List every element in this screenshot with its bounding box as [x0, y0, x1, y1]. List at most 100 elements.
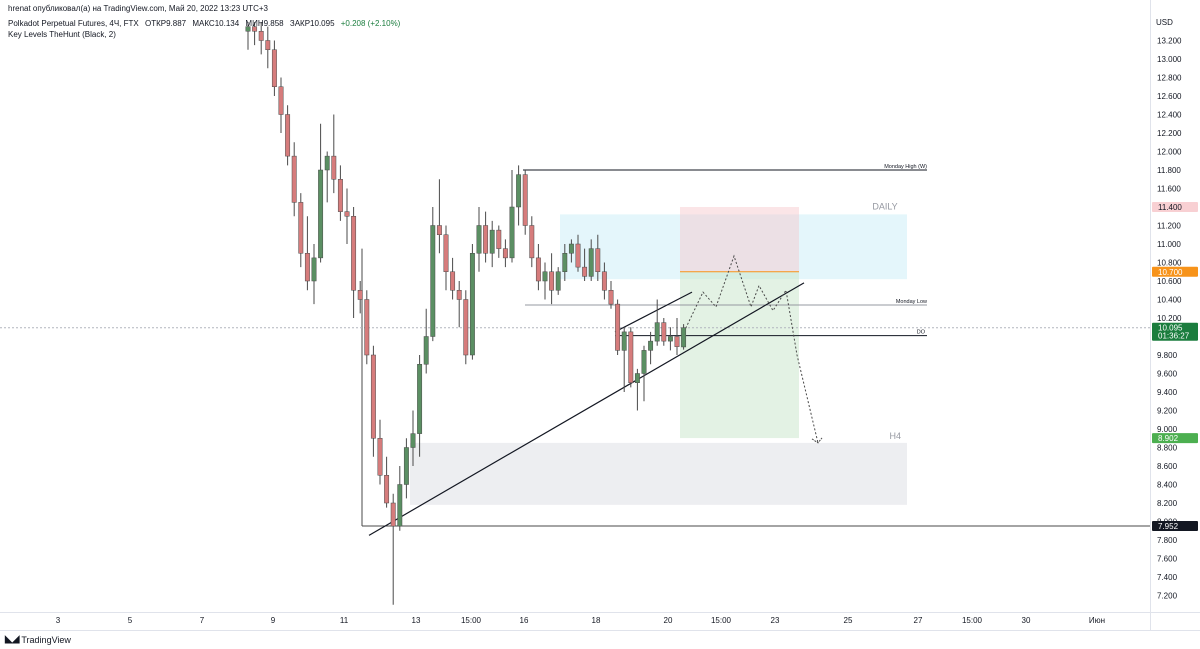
candle[interactable] — [667, 327, 673, 351]
candle[interactable] — [443, 225, 449, 291]
candle[interactable] — [661, 318, 667, 346]
candle[interactable] — [615, 299, 621, 356]
candle[interactable] — [417, 355, 423, 457]
stop-loss-zone[interactable] — [680, 207, 799, 272]
price-label-value: 8.902 — [1158, 434, 1179, 443]
candle[interactable] — [595, 234, 601, 281]
candle[interactable] — [674, 318, 680, 355]
tradingview-logo[interactable]: ◣◢ TradingView — [5, 634, 71, 645]
candle[interactable] — [285, 105, 291, 166]
upper-trendline[interactable] — [614, 291, 693, 333]
candle[interactable] — [582, 248, 588, 281]
candle[interactable] — [463, 290, 469, 365]
projected-arrowhead — [811, 437, 823, 444]
h4-zone[interactable] — [410, 442, 907, 505]
bearish-candle-body — [291, 155, 297, 203]
bullish-candle-body — [509, 206, 515, 259]
candle[interactable] — [516, 165, 522, 226]
bearish-candle-body — [522, 174, 528, 226]
candle[interactable] — [502, 239, 508, 268]
candle[interactable] — [397, 466, 403, 531]
candle[interactable] — [621, 327, 627, 392]
symbol-name[interactable]: Polkadot Perpetual Futures, 4Ч, FTX — [8, 19, 139, 28]
bearish-candle-body — [450, 271, 456, 291]
candle[interactable] — [258, 22, 264, 55]
candle[interactable] — [522, 170, 528, 235]
candle[interactable] — [351, 207, 357, 318]
bearish-candle-body — [384, 475, 390, 504]
candle[interactable] — [337, 165, 343, 221]
main-trendline[interactable] — [368, 282, 805, 536]
daily-zone[interactable] — [560, 214, 907, 280]
candle[interactable] — [278, 77, 284, 134]
candle[interactable] — [331, 114, 337, 194]
candle[interactable] — [370, 345, 376, 457]
candle[interactable] — [377, 419, 383, 485]
projected-path[interactable] — [683, 254, 819, 443]
bearish-candle-body — [271, 49, 277, 87]
price-label-value: 7.952 — [1158, 522, 1179, 531]
price-tick-label: 12.000 — [1157, 148, 1182, 157]
candle[interactable] — [423, 308, 429, 374]
candle[interactable] — [575, 234, 581, 272]
candle[interactable] — [384, 456, 390, 508]
candle[interactable] — [634, 368, 640, 411]
bearish-candle-body — [595, 248, 601, 272]
candle[interactable] — [654, 299, 660, 346]
price-tick-label: 12.600 — [1157, 92, 1182, 101]
candle[interactable] — [357, 281, 363, 314]
candle[interactable] — [436, 179, 442, 254]
candle[interactable] — [535, 244, 541, 291]
candle[interactable] — [529, 216, 535, 268]
candle[interactable] — [271, 40, 277, 97]
candle[interactable] — [588, 239, 594, 281]
bullish-candle-body — [516, 174, 522, 208]
price-tick-label: 9.000 — [1157, 425, 1178, 434]
candle[interactable] — [469, 244, 475, 360]
candle[interactable] — [324, 151, 330, 203]
candle[interactable] — [304, 216, 310, 291]
candle[interactable] — [450, 257, 456, 300]
candle[interactable] — [291, 142, 297, 217]
candle[interactable] — [344, 188, 350, 245]
candle[interactable] — [562, 244, 568, 281]
candle[interactable] — [318, 123, 324, 263]
indicator-legend[interactable]: Key Levels TheHunt (Black, 2) — [8, 30, 116, 39]
candle[interactable] — [456, 281, 462, 328]
bearish-candle-body — [252, 26, 258, 32]
candle[interactable] — [542, 262, 548, 300]
candle[interactable] — [555, 267, 561, 295]
candle[interactable] — [298, 193, 304, 268]
candle[interactable] — [410, 410, 416, 467]
candle[interactable] — [311, 244, 317, 305]
candle[interactable] — [549, 253, 555, 305]
candle[interactable] — [601, 262, 607, 300]
time-tick-label: 20 — [664, 616, 673, 625]
candle[interactable] — [648, 331, 654, 365]
price-tick-label: 13.200 — [1157, 37, 1182, 46]
candle[interactable] — [608, 281, 614, 309]
candle[interactable] — [403, 438, 409, 499]
time-tick-label: 15:00 — [711, 616, 732, 625]
candle[interactable] — [430, 207, 436, 342]
candle[interactable] — [568, 239, 574, 263]
bullish-candle-body — [397, 484, 403, 527]
candle[interactable] — [641, 345, 647, 402]
candle[interactable] — [483, 211, 489, 263]
bearish-candle-body — [628, 331, 634, 383]
candle[interactable] — [390, 493, 396, 605]
candle[interactable] — [628, 327, 634, 388]
bearish-candle-body — [370, 354, 376, 439]
candle[interactable] — [476, 207, 482, 272]
candle[interactable] — [681, 324, 687, 350]
candle[interactable] — [489, 220, 495, 268]
candle[interactable] — [252, 22, 258, 46]
candle[interactable] — [364, 290, 370, 365]
candle[interactable] — [496, 225, 502, 258]
candle[interactable] — [245, 22, 251, 50]
candle[interactable] — [265, 26, 271, 69]
tradingview-brand: TradingView — [21, 634, 71, 645]
candle[interactable] — [509, 170, 515, 263]
bearish-candle-body — [496, 229, 502, 249]
